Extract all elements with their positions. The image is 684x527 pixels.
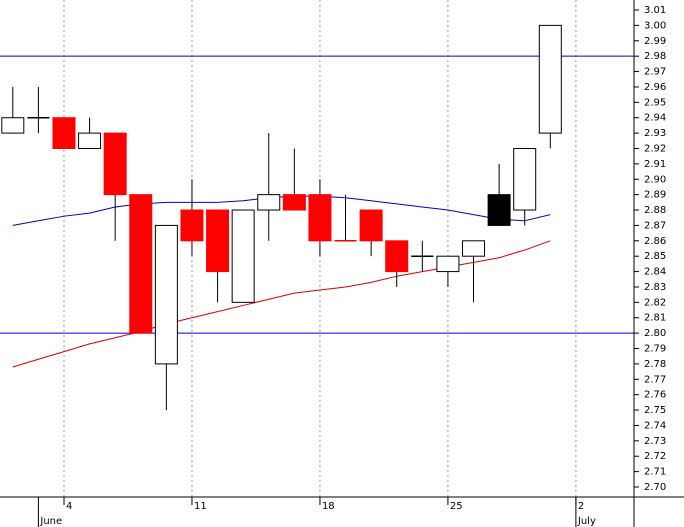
candle-body [180,209,204,242]
moving-average [12,195,551,226]
y-tick-label: 2.91 [644,159,666,170]
candle-body [513,147,537,211]
y-tick-label: 2.98 [644,51,666,62]
y-tick-label: 2.85 [644,251,666,262]
y-tick-label: 2.72 [644,451,666,462]
candle-body [359,209,383,242]
candle-body [231,209,255,303]
y-tick-label: 3.00 [644,20,666,31]
y-tick-label: 2.96 [644,82,666,93]
y-tick-label: 2.95 [644,97,666,108]
y-tick-label: 2.74 [644,420,666,431]
month-label: June [39,516,62,527]
candle-body [282,194,306,211]
y-tick-label: 2.99 [644,36,666,47]
y-tick-label: 2.76 [644,390,666,401]
candle-body [52,117,76,149]
y-tick-label: 2.92 [644,143,666,154]
y-tick-label: 2.97 [644,67,666,78]
candle-body [538,24,562,134]
candle-body [206,209,230,273]
moving-average [12,240,551,368]
y-tick-label: 2.90 [644,174,666,185]
x-tick-label: 2 [578,501,584,512]
y-tick-label: 2.82 [644,297,666,308]
x-tick-label: 4 [66,501,72,512]
y-tick-label: 2.88 [644,205,666,216]
y-tick-label: 2.94 [644,113,666,124]
candle-body [436,255,460,273]
y-tick-label: 2.89 [644,190,666,201]
candle-body [257,194,281,211]
y-tick-label: 2.84 [644,267,666,278]
y-tick-label: 2.71 [644,467,666,478]
y-tick-label: 2.83 [644,282,666,293]
y-tick-label: 2.78 [644,359,666,370]
candle-body [487,194,511,226]
y-tick-label: 2.81 [644,313,666,324]
y-tick-label: 2.77 [644,374,666,385]
y-tick-label: 2.79 [644,344,666,355]
candle-body [308,194,332,242]
candle-body [78,132,102,149]
y-tick-label: 2.87 [644,220,666,231]
y-tick-label: 3.01 [644,5,666,16]
y-tick-label: 2.86 [644,236,666,247]
x-tick-label: 18 [322,501,335,512]
y-tick-label: 2.80 [644,328,666,339]
x-tick-label: 25 [450,501,463,512]
candle-body [1,117,25,134]
candle-body [103,132,127,196]
y-tick-label: 2.73 [644,436,666,447]
candle-body [129,194,153,334]
candle-body [154,224,178,365]
y-tick-label: 2.75 [644,405,666,416]
month-label: July [577,516,596,527]
y-tick-label: 2.70 [644,482,666,493]
candle-body [462,240,486,257]
y-tick-label: 2.93 [644,128,666,139]
candle-body [385,240,409,273]
x-tick-label: 11 [194,501,207,512]
